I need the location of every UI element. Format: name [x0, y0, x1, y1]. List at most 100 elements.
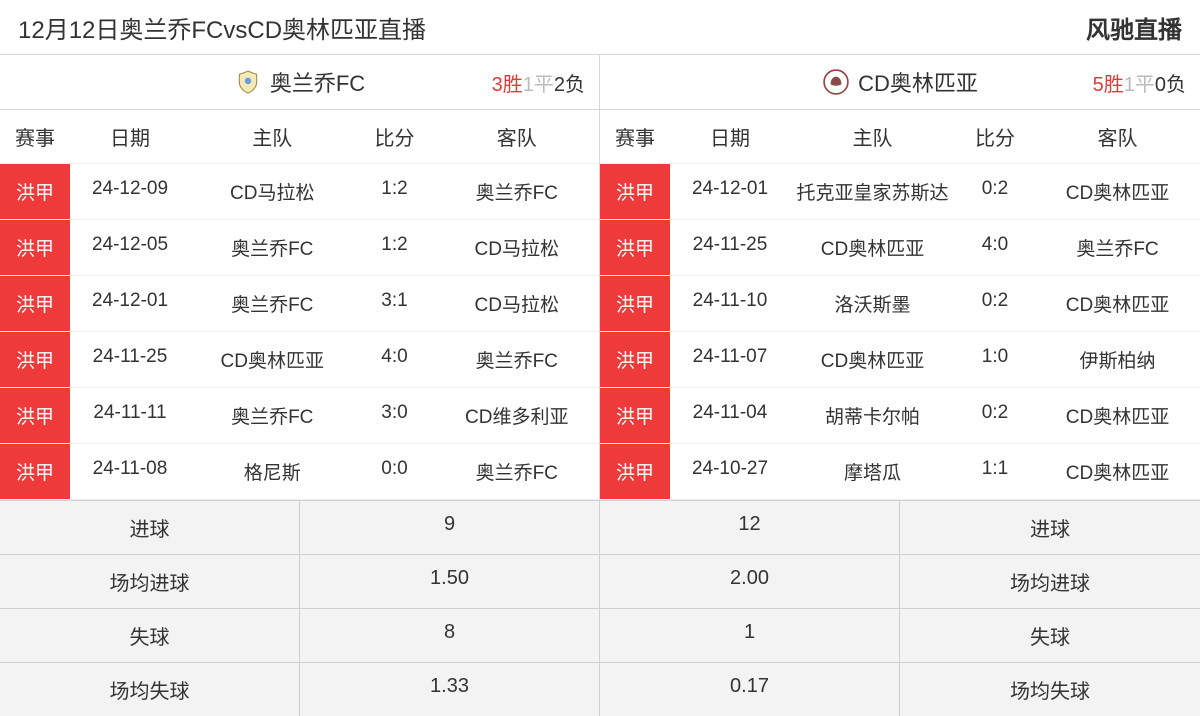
match-home: CD奥林匹亚: [190, 332, 355, 388]
match-away: 奥兰乔FC: [1035, 220, 1200, 276]
match-date: 24-11-11: [70, 388, 190, 444]
match-date: 24-11-25: [670, 220, 790, 276]
col-away: 客队: [435, 110, 600, 164]
match-home: CD奥林匹亚: [790, 332, 955, 388]
match-score: 1:0: [955, 332, 1035, 388]
match-away: 伊斯柏纳: [1035, 332, 1200, 388]
left-record-win: 3胜: [492, 74, 523, 96]
summary-right-avgconceded: 0.17: [600, 662, 900, 716]
summary-label-goals-right: 进球: [900, 500, 1200, 554]
shield-icon: [234, 68, 262, 96]
right-record-draw: 1平: [1124, 74, 1155, 96]
col-score: 比分: [955, 110, 1035, 164]
match-date: 24-11-04: [670, 388, 790, 444]
match-score: 0:2: [955, 388, 1035, 444]
left-team-name: 奥兰乔FC: [270, 66, 365, 98]
col-date: 日期: [670, 110, 790, 164]
match-away: CD维多利亚: [435, 388, 600, 444]
summary-label-conceded-left: 失球: [0, 608, 300, 662]
summary-label-avgconceded-left: 场均失球: [0, 662, 300, 716]
summary-left-avgconceded: 1.33: [300, 662, 600, 716]
col-league: 赛事: [600, 110, 670, 164]
match-league: 洪甲: [600, 444, 670, 500]
match-score: 0:2: [955, 164, 1035, 220]
match-score: 4:0: [955, 220, 1035, 276]
match-league: 洪甲: [0, 164, 70, 220]
match-home: 格尼斯: [190, 444, 355, 500]
match-date: 24-11-08: [70, 444, 190, 500]
col-date: 日期: [70, 110, 190, 164]
summary-left-conceded: 8: [300, 608, 600, 662]
match-score: 3:1: [355, 276, 435, 332]
right-record-loss: 0负: [1155, 74, 1186, 96]
summary-left-avggoals: 1.50: [300, 554, 600, 608]
match-date: 24-11-07: [670, 332, 790, 388]
match-home: 托克亚皇家苏斯达: [790, 164, 955, 220]
left-record-loss: 2负: [554, 74, 585, 96]
match-home: 胡蒂卡尔帕: [790, 388, 955, 444]
match-league: 洪甲: [0, 220, 70, 276]
match-date: 24-12-05: [70, 220, 190, 276]
summary-label-avgconceded-right: 场均失球: [900, 662, 1200, 716]
match-date: 24-12-09: [70, 164, 190, 220]
match-home: 摩塔瓜: [790, 444, 955, 500]
summary-right-goals: 12: [600, 500, 900, 554]
left-panel: 奥兰乔FC 3胜1平2负 赛事 日期 主队 比分 客队 洪甲24-12-09CD…: [0, 54, 600, 500]
match-league: 洪甲: [600, 332, 670, 388]
match-league: 洪甲: [600, 276, 670, 332]
match-league: 洪甲: [600, 164, 670, 220]
summary-grid: 进球 9 12 进球 场均进球 1.50 2.00 场均进球 失球 8 1 失球…: [0, 500, 1200, 716]
match-league: 洪甲: [0, 276, 70, 332]
match-score: 4:0: [355, 332, 435, 388]
match-away: CD马拉松: [435, 220, 600, 276]
match-score: 3:0: [355, 388, 435, 444]
col-home: 主队: [790, 110, 955, 164]
summary-left-goals: 9: [300, 500, 600, 554]
match-score: 1:2: [355, 164, 435, 220]
match-date: 24-11-25: [70, 332, 190, 388]
left-grid: 赛事 日期 主队 比分 客队 洪甲24-12-09CD马拉松1:2奥兰乔FC洪甲…: [0, 110, 599, 500]
match-date: 24-11-10: [670, 276, 790, 332]
summary-label-goals-left: 进球: [0, 500, 300, 554]
match-league: 洪甲: [0, 444, 70, 500]
match-score: 1:2: [355, 220, 435, 276]
summary-label-conceded-right: 失球: [900, 608, 1200, 662]
brand-name: 风驰直播: [1086, 10, 1182, 45]
page-title: 12月12日奥兰乔FCvsCD奥林匹亚直播: [18, 10, 426, 45]
col-home: 主队: [190, 110, 355, 164]
match-league: 洪甲: [600, 220, 670, 276]
match-away: 奥兰乔FC: [435, 164, 600, 220]
topbar: 12月12日奥兰乔FCvsCD奥林匹亚直播 风驰直播: [0, 0, 1200, 54]
summary-label-avggoals-left: 场均进球: [0, 554, 300, 608]
col-league: 赛事: [0, 110, 70, 164]
match-away: 奥兰乔FC: [435, 332, 600, 388]
match-home: 洛沃斯墨: [790, 276, 955, 332]
match-away: CD奥林匹亚: [1035, 276, 1200, 332]
match-home: 奥兰乔FC: [190, 220, 355, 276]
match-league: 洪甲: [0, 388, 70, 444]
summary-right-avggoals: 2.00: [600, 554, 900, 608]
match-date: 24-12-01: [670, 164, 790, 220]
match-home: CD奥林匹亚: [790, 220, 955, 276]
left-team-header: 奥兰乔FC 3胜1平2负: [0, 54, 599, 110]
right-panel: CD奥林匹亚 5胜1平0负 赛事 日期 主队 比分 客队 洪甲24-12-01托…: [600, 54, 1200, 500]
lion-crest-icon: [822, 68, 850, 96]
left-record-draw: 1平: [523, 74, 554, 96]
col-score: 比分: [355, 110, 435, 164]
match-score: 0:2: [955, 276, 1035, 332]
match-away: CD马拉松: [435, 276, 600, 332]
match-away: CD奥林匹亚: [1035, 444, 1200, 500]
match-away: 奥兰乔FC: [435, 444, 600, 500]
main-content: 奥兰乔FC 3胜1平2负 赛事 日期 主队 比分 客队 洪甲24-12-09CD…: [0, 54, 1200, 500]
match-date: 24-12-01: [70, 276, 190, 332]
right-team-name: CD奥林匹亚: [858, 66, 978, 98]
match-league: 洪甲: [0, 332, 70, 388]
match-score: 0:0: [355, 444, 435, 500]
match-home: CD马拉松: [190, 164, 355, 220]
match-score: 1:1: [955, 444, 1035, 500]
right-record: 5胜1平0负: [1093, 68, 1186, 97]
right-record-win: 5胜: [1093, 74, 1124, 96]
summary-label-avggoals-right: 场均进球: [900, 554, 1200, 608]
col-away: 客队: [1035, 110, 1200, 164]
match-league: 洪甲: [600, 388, 670, 444]
